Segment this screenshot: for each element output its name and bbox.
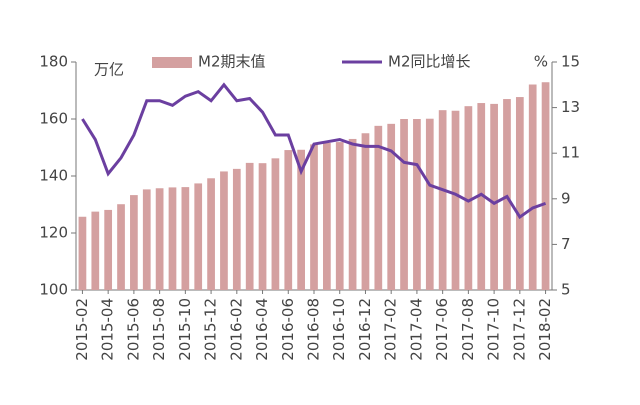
bar [528,84,537,290]
y-tick-label: 140 [39,167,68,185]
x-tick-label: 2015-02 [73,298,91,361]
y2-axis-label: % [534,53,548,71]
line [81,82,547,220]
bar [181,187,190,290]
x-tick-label: 2015-08 [150,298,168,361]
legend-label: M2同比增长 [388,53,471,71]
bar [284,150,293,290]
bar [477,103,486,290]
bar [541,82,550,290]
x-tick-label: 2015-04 [99,298,117,361]
x-tick-label: 2016-06 [279,298,297,361]
y-axis-label: 万亿 [94,61,124,79]
bar [503,99,511,290]
x-tick-label: 2016-04 [253,298,271,361]
x-tick-label: 2017-10 [485,298,503,361]
bar [400,119,408,290]
y-tick-label: 120 [39,224,68,242]
y-tick-label: 180 [39,53,68,71]
bar [335,142,344,290]
x-tick-label: 2017-02 [382,298,400,361]
bar [374,125,383,290]
x-tick-label: 2015-12 [202,298,220,361]
legend-label: M2期末值 [198,53,266,71]
x-tick-label: 2017-06 [433,298,451,361]
bar [91,211,100,290]
x-tick-label: 2015-06 [124,298,142,361]
bar [245,162,254,290]
bar [387,123,396,290]
x-tick-label: 2015-10 [176,298,194,361]
x-tick-label: 2016-10 [330,298,348,361]
bar [361,133,370,290]
bar [425,118,434,290]
bar [168,187,177,290]
bar [130,195,138,290]
x-tick-label: 2016-12 [356,298,374,361]
bar [142,189,151,290]
bar [117,204,125,290]
y2-tick-label: 11 [561,144,580,162]
x-tick-label: 2016-02 [227,298,245,361]
bar [220,171,228,290]
bar [515,97,524,291]
bar [451,110,460,290]
bar [323,142,331,290]
bar [438,110,447,290]
bar [413,119,421,290]
bar [490,103,498,291]
x-tick-label: 2017-08 [459,298,477,361]
bar [104,209,113,290]
x-tick-label: 2017-04 [407,298,425,361]
x-tick-label: 2018-02 [536,298,554,361]
y-tick-label: 160 [39,110,68,128]
bar [78,216,87,290]
bar [155,188,164,290]
bar [194,183,203,290]
bar [207,178,215,290]
legend-swatch [152,57,192,68]
y-tick-label: 100 [39,281,68,299]
bar [464,106,473,290]
bar [297,149,305,290]
bar [348,138,357,290]
y2-tick-label: 15 [561,53,580,71]
x-tick-label: 2016-08 [305,298,323,361]
y2-tick-label: 13 [561,98,580,116]
y2-tick-label: 9 [561,189,571,207]
y2-tick-label: 7 [561,235,571,253]
bar [310,144,318,290]
bar [271,158,280,290]
bar [258,163,267,290]
y2-tick-label: 5 [561,281,571,299]
bar [232,168,241,290]
x-tick-label: 2017-12 [510,298,528,361]
